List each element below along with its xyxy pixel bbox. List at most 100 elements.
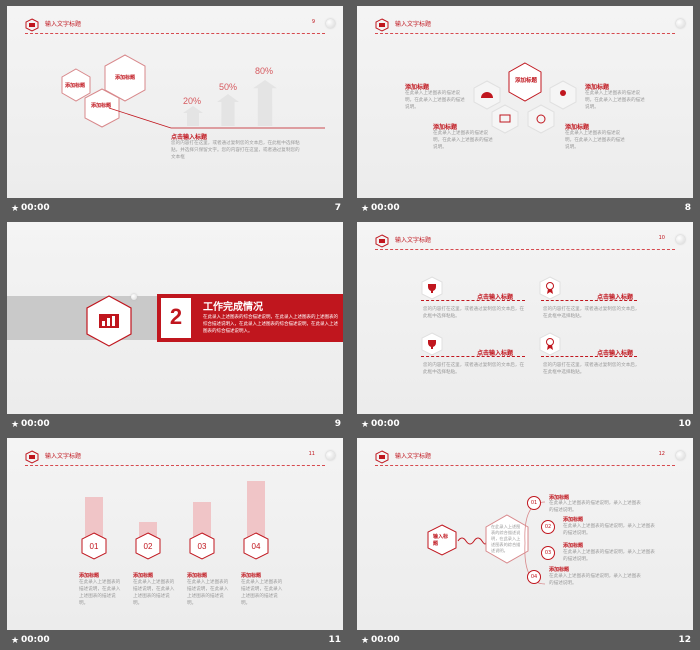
decor-dot	[676, 19, 685, 28]
slide-canvas: 输入文字标题 12 输入标题 在此录入上述图表的综合描述说明，在此录入上述图表的…	[357, 438, 693, 630]
slide-time: 00:00	[21, 635, 50, 645]
timer-icon: ★	[11, 636, 20, 646]
wave-connector	[457, 537, 487, 545]
hex-number-badge: 02	[135, 532, 161, 560]
slide-header-title: 输入文字标题	[395, 237, 432, 244]
percent-label: 80%	[255, 66, 274, 76]
connector-line	[108, 107, 325, 129]
medal-icon	[539, 332, 561, 356]
main-label: 输入标题	[433, 534, 449, 547]
step-number: 03	[541, 546, 555, 560]
header-divider	[375, 465, 675, 466]
decor-dot	[131, 294, 137, 300]
hex-badge	[84, 88, 120, 128]
slide-footer: ★ 00:00 7	[7, 198, 343, 218]
item-body: 在此录入上述图表的描述说明，在此录入上述图表的描述说明。	[79, 580, 121, 606]
alarm-icon	[527, 104, 555, 134]
slide-number: 11	[328, 635, 341, 645]
header-divider	[25, 33, 325, 34]
section-body: 在此录入上述图表的综合描述说明，在此录入上述图表的上述图表的综合描述说明入，在此…	[203, 315, 338, 334]
badge-number: 01	[90, 542, 99, 551]
section-title: 工作完成情况	[203, 302, 263, 313]
header-hex-icon	[25, 450, 39, 464]
content-title: 点击输入标题	[171, 134, 208, 141]
slide-footer: ★ 00:00 9	[7, 414, 343, 434]
item-body: 在此录入上述图表的描述说明，录入上述图表的描述说明。	[563, 550, 655, 562]
slide-canvas: 2 工作完成情况 在此录入上述图表的综合描述说明，在此录入上述图表的上述图表的综…	[7, 222, 343, 414]
item-body: 在此录入上述图表的描述说明，录入上述图表的描述说明。	[549, 501, 641, 513]
slide-header-title: 输入文字标题	[395, 453, 432, 460]
slide-time: 00:00	[371, 635, 400, 645]
header-divider	[375, 249, 675, 250]
item-title: 添加标题	[549, 495, 570, 501]
decor-dot	[326, 19, 335, 28]
item-body: 在此录入上述图表的描述说明，在此录入上述图表的描述说明。	[585, 91, 645, 110]
item-title: 点击输入标题	[597, 350, 634, 357]
badge-number: 02	[144, 542, 153, 551]
slide-canvas: 输入文字标题 添加标题 添加标题 在此录入上述图表的描述说明，在此录入上述图表的…	[357, 6, 693, 198]
bar	[85, 497, 103, 546]
slide-number: 8	[684, 203, 691, 213]
hex-number-badge: 01	[81, 532, 107, 560]
hex-badge	[508, 62, 542, 102]
row-divider	[421, 300, 525, 301]
slide-time: 00:00	[21, 419, 50, 429]
item-body: 在此录入上述图表的描述说明，在此录入上述图表的描述说明。	[565, 131, 625, 150]
item-body: 您的内容打在这里，或者通过复制您的文本后，在此框中选择粘贴。	[423, 363, 525, 375]
growth-arrow	[183, 106, 203, 126]
hex-badge	[104, 54, 146, 102]
item-title: 点击输入标题	[477, 350, 514, 357]
slide-thumbnail-7[interactable]: 输入文字标题 9 添加标题 添加标题 添加标题 20% 50% 80% 点击输入…	[7, 6, 343, 218]
hex-badge	[61, 68, 91, 102]
center-label: 添加标题	[515, 78, 538, 84]
slide-header-title: 输入文字标题	[45, 21, 82, 28]
content-body: 您的内容打在这里，或者通过复制您的文本后，在此框中选择粘贴，并选择只保留文字。您…	[171, 141, 300, 160]
header-page-number: 10	[658, 235, 665, 241]
header-hex-icon	[375, 234, 389, 248]
slide-number: 12	[678, 635, 691, 645]
slide-canvas: 输入文字标题 11 01 02 03 04 添加标题 在此录入上述图表的描述说明，在此…	[7, 438, 343, 630]
chart-hex-icon	[86, 295, 132, 347]
item-body: 在此录入上述图表的描述说明，在此录入上述图表的描述说明。	[187, 580, 229, 606]
item-body: 您的内容打在这里，或者通过复制您的文本后，在此框中选择粘贴。	[543, 363, 640, 375]
slide-thumbnail-10[interactable]: 输入文字标题 10 点击输入标题 您的内容打在这里，或者通过复制您的文本后，在此…	[357, 222, 693, 434]
hex-center	[485, 514, 529, 564]
growth-arrow	[217, 94, 239, 126]
timer-icon: ★	[361, 636, 370, 646]
mail-icon	[491, 104, 519, 134]
item-title: 添加标题	[433, 124, 458, 131]
slide-number: 9	[334, 419, 341, 429]
header-divider	[25, 465, 325, 466]
item-title: 点击输入标题	[597, 294, 634, 301]
hex-label: 添加标题	[115, 75, 136, 81]
timer-icon: ★	[361, 420, 370, 430]
slide-header-title: 输入文字标题	[45, 453, 82, 460]
hex-number-badge: 03	[189, 532, 215, 560]
slide-thumbnail-11[interactable]: 输入文字标题 11 01 02 03 04 添加标题 在此录入上述图表的描述说明，在此…	[7, 438, 343, 650]
slide-header-title: 输入文字标题	[395, 21, 432, 28]
decor-dot	[326, 451, 335, 460]
percent-label: 50%	[219, 82, 238, 92]
trophy-icon	[421, 276, 443, 300]
sunrise-icon	[473, 80, 501, 110]
slide-thumbnail-12[interactable]: 输入文字标题 12 输入标题 在此录入上述图表的综合描述说明，在此录入上述图表的…	[357, 438, 693, 650]
slide-number: 10	[678, 419, 691, 429]
badge-number: 04	[252, 542, 261, 551]
item-body: 在此录入上述图表的描述说明，录入上述图表的描述说明。	[563, 524, 655, 536]
step-number: 01	[527, 496, 541, 510]
header-page-number: 9	[311, 19, 315, 25]
header-divider	[375, 33, 675, 34]
slide-thumbnail-9[interactable]: 2 工作完成情况 在此录入上述图表的综合描述说明，在此录入上述图表的上述图表的综…	[7, 222, 343, 434]
slide-footer: ★ 00:00 8	[357, 198, 693, 218]
slide-number: 7	[334, 203, 341, 213]
item-body: 在此录入上述图表的描述说明，在此录入上述图表的描述说明。	[405, 91, 465, 110]
location-icon	[549, 80, 577, 110]
step-number: 02	[541, 520, 555, 534]
slide-thumbnail-8[interactable]: 输入文字标题 添加标题 添加标题 在此录入上述图表的描述说明，在此录入上述图表的…	[357, 6, 693, 218]
item-title: 添加标题	[79, 573, 100, 579]
center-text: 在此录入上述图表的综合描述说明，在此录入上述图表的综合描述说明。	[491, 524, 521, 553]
header-page-number: 11	[308, 451, 315, 457]
slide-time: 00:00	[371, 203, 400, 213]
hex-label: 添加标题	[65, 83, 86, 89]
item-title: 点击输入标题	[477, 294, 514, 301]
